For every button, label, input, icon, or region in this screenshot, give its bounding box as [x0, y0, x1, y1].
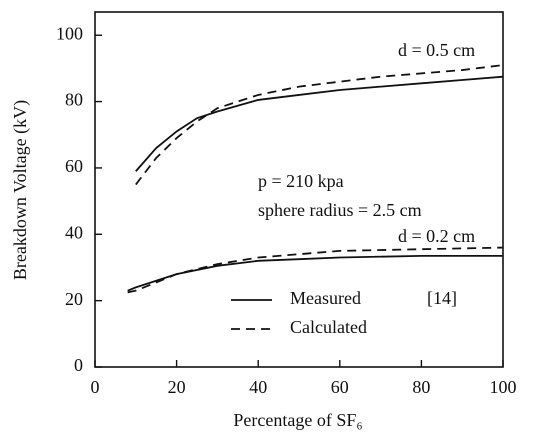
y-tick-label: 80 — [65, 90, 83, 110]
annotation: sphere radius = 2.5 cm — [258, 200, 422, 220]
x-axis-label: Percentage of SF₆ — [233, 410, 362, 430]
data-line — [127, 246, 504, 294]
y-tick-label: 20 — [65, 289, 83, 309]
annotation: p = 210 kpa — [258, 171, 344, 191]
data-line — [127, 254, 503, 292]
x-tick-label: 0 — [91, 377, 100, 397]
y-tick-label: 40 — [65, 222, 83, 242]
legend-label: Measured — [290, 288, 361, 308]
plot-frame — [94, 11, 504, 368]
data-line — [135, 64, 504, 186]
y-tick-label: 60 — [65, 156, 83, 176]
annotation: d = 0.2 cm — [398, 226, 475, 246]
x-tick-label: 40 — [249, 377, 267, 397]
y-axis-label: Breakdown Voltage (kV) — [10, 100, 31, 280]
data-line — [135, 75, 504, 172]
x-tick-label: 60 — [331, 377, 349, 397]
x-tick-label: 80 — [412, 377, 430, 397]
y-tick-label: 100 — [56, 23, 83, 43]
legend-label: Calculated — [290, 317, 367, 337]
annotation: d = 0.5 cm — [398, 40, 475, 60]
x-tick-label: 100 — [490, 377, 517, 397]
y-tick-label: 0 — [74, 355, 83, 375]
legend-note: [14] — [427, 288, 457, 308]
x-tick-label: 20 — [168, 377, 186, 397]
